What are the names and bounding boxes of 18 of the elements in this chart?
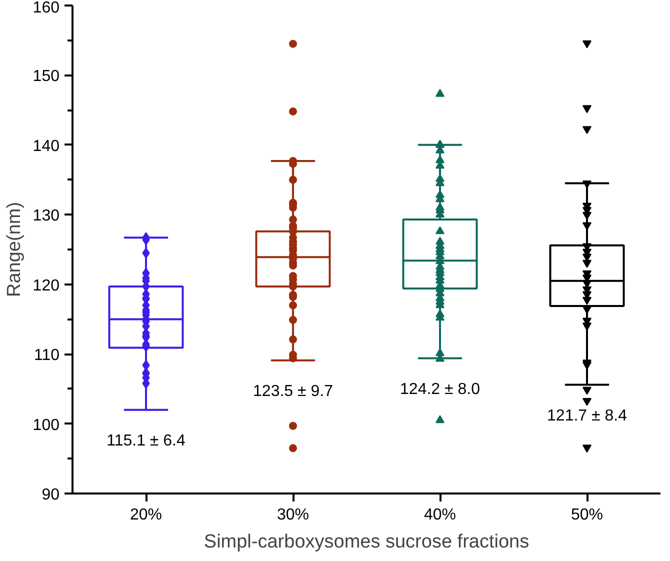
y-axis-title: Range(nm) <box>4 202 25 298</box>
y-tick-label: 160 <box>32 0 60 16</box>
x-tick-label: 30% <box>276 506 310 524</box>
x-tick-label: 50% <box>570 506 604 524</box>
annotation: 115.1 ± 6.4 <box>106 432 186 450</box>
y-tick-label: 130 <box>32 208 60 225</box>
y-tick-label: 140 <box>32 138 60 155</box>
x-axis-title: Simpl-carboxysomes sucrose fractions <box>204 532 530 552</box>
annotation: 123.5 ± 9.7 <box>253 383 334 400</box>
y-tick-label: 90 <box>42 486 60 504</box>
annotation: 121.7 ± 8.4 <box>547 408 628 425</box>
annotation: 124.2 ± 8.0 <box>400 381 480 398</box>
x-tick-label: 40% <box>424 506 456 524</box>
y-tick-label: 120 <box>32 277 60 294</box>
y-tick-label: 150 <box>32 68 60 86</box>
x-tick-label: 20% <box>130 506 162 524</box>
y-tick-label: 100 <box>32 416 60 434</box>
y-tick-label: 110 <box>34 347 60 364</box>
